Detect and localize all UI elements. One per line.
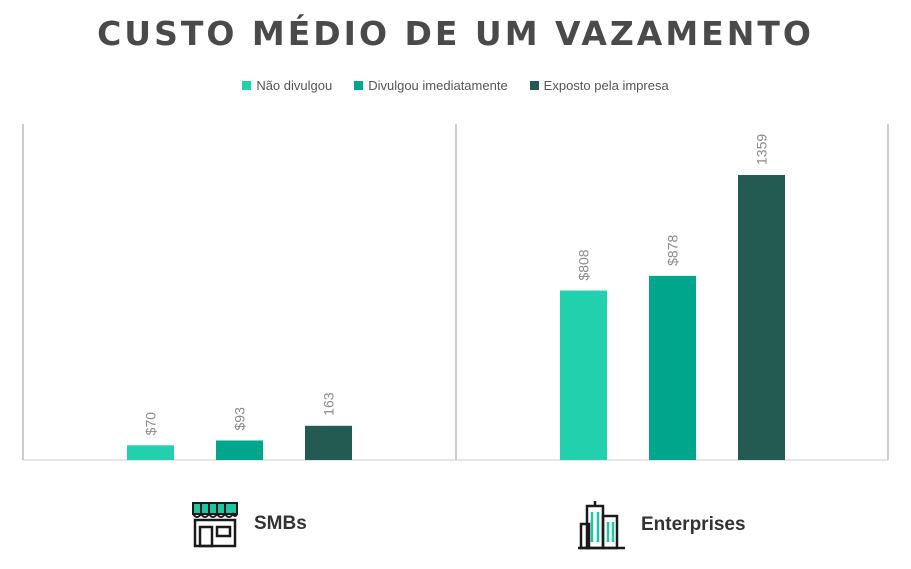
bar-enterprises-1 bbox=[560, 290, 607, 460]
legend-swatch-nao-divulgou bbox=[242, 81, 252, 90]
data-label-enterprises-1: $808 bbox=[576, 249, 592, 280]
panel-label-smbs-text: SMBs bbox=[254, 513, 307, 534]
data-label-enterprises-3: 1359 bbox=[754, 134, 770, 165]
legend-swatch-exposto bbox=[529, 81, 539, 90]
data-label-enterprises-2: $878 bbox=[665, 235, 681, 266]
bar-smbs-3 bbox=[305, 425, 352, 460]
legend-item-divulgou-imediatamente: Divulgou imediatamente bbox=[354, 78, 508, 93]
bar-enterprises-2 bbox=[649, 275, 696, 460]
legend-swatch-divulgou-imediatamente bbox=[354, 81, 364, 90]
data-label-smbs-1: $70 bbox=[143, 412, 159, 436]
bar-smbs-2 bbox=[216, 440, 263, 460]
panel-label-enterprises: Enterprises bbox=[577, 500, 746, 550]
data-label-smbs-3: 163 bbox=[321, 392, 337, 416]
data-label-smbs-2: $93 bbox=[232, 407, 248, 431]
legend-item-exposto: Exposto pela impresa bbox=[529, 78, 669, 93]
legend-item-nao-divulgou: Não divulgou bbox=[242, 78, 332, 93]
bar-enterprises-3 bbox=[738, 175, 785, 460]
legend-label-nao-divulgou: Não divulgou bbox=[256, 78, 333, 93]
chart-legend: Não divulgou Divulgou imediatamente Expo… bbox=[0, 78, 911, 93]
legend-label-divulgou-imediatamente: Divulgou imediatamente bbox=[368, 78, 508, 93]
legend-label-exposto: Exposto pela impresa bbox=[543, 78, 669, 93]
panel-label-smbs: SMBs bbox=[190, 500, 307, 548]
bar-smbs-1 bbox=[127, 445, 174, 460]
chart-title: CUSTO MÉDIO DE UM VAZAMENTO bbox=[97, 14, 814, 53]
office-buildings-icon bbox=[578, 501, 625, 550]
panel-label-enterprises-text: Enterprises bbox=[641, 514, 746, 535]
storefront-icon bbox=[192, 502, 238, 548]
